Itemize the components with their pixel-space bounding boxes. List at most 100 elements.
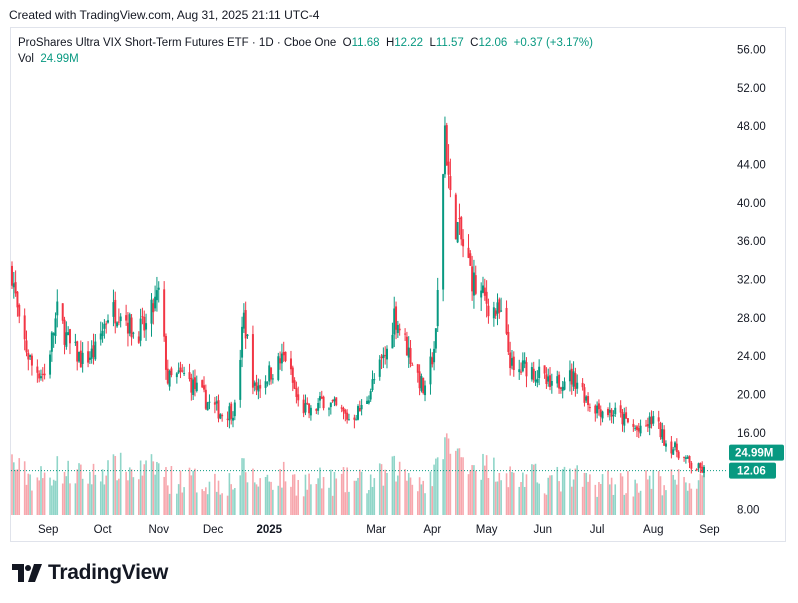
candle-body xyxy=(353,417,356,420)
candle-body xyxy=(550,381,553,386)
candle-body xyxy=(297,394,300,401)
volume-bar xyxy=(359,469,361,515)
symbol-description[interactable]: ProShares Ultra VIX Short-Term Futures E… xyxy=(18,37,337,49)
x-tick-label: Sep xyxy=(699,524,719,536)
candle-body xyxy=(690,462,693,469)
candle-body xyxy=(308,403,311,414)
volume-bar xyxy=(382,485,385,515)
volume-bar xyxy=(480,479,482,515)
volume-bar xyxy=(78,463,80,515)
y-tick-label: 52.00 xyxy=(737,83,766,95)
volume-bar xyxy=(297,479,300,515)
volume-bar xyxy=(192,470,194,515)
volume-bar xyxy=(547,477,550,515)
candle-body xyxy=(492,307,495,319)
volume-bar xyxy=(306,489,309,515)
candle-body xyxy=(411,364,414,366)
candle-body xyxy=(201,380,204,388)
candle-body xyxy=(52,333,55,336)
candle-body xyxy=(78,351,81,362)
volume-bar xyxy=(545,494,548,515)
candle-body xyxy=(246,334,249,337)
candle-body xyxy=(610,409,613,417)
candle-body xyxy=(373,379,376,381)
candle-body xyxy=(170,368,173,376)
candle-body xyxy=(367,400,370,404)
volume-bar xyxy=(302,496,305,515)
volume-bar xyxy=(511,471,513,515)
volume-bar xyxy=(496,481,499,515)
candle-body xyxy=(164,336,167,370)
candle-body xyxy=(549,375,552,387)
candle-body xyxy=(315,408,318,411)
volume-bar xyxy=(407,473,410,515)
candle-body xyxy=(632,423,635,427)
volume-bar xyxy=(105,475,107,515)
candle-body xyxy=(259,384,262,389)
candle-body xyxy=(56,301,59,316)
time-axis[interactable]: Sep Oct Nov Dec 2025 Mar Apr May Jun Jul Aug Sep xyxy=(38,524,720,536)
volume-bar xyxy=(219,494,222,515)
chart-legend: ProShares Ultra VIX Short-Term Futures E… xyxy=(18,35,593,67)
candle-body xyxy=(183,372,186,374)
volume-bar xyxy=(290,486,292,515)
volume-bar xyxy=(190,475,193,515)
volume-bar xyxy=(333,471,336,515)
y-tick-label: 36.00 xyxy=(737,236,766,248)
volume-bar xyxy=(518,486,521,515)
volume-bar xyxy=(16,469,19,515)
candle-body xyxy=(280,353,283,364)
volume-bar xyxy=(36,477,39,515)
volume-bar xyxy=(494,481,497,515)
volume-bar xyxy=(252,468,254,515)
volume-bar xyxy=(130,469,133,515)
candle-body xyxy=(635,426,638,430)
candle-body xyxy=(25,340,28,353)
volume-bar xyxy=(418,477,421,515)
volume-bar xyxy=(203,491,205,515)
volume-bar xyxy=(239,475,242,515)
candle-body xyxy=(289,358,292,370)
volume-bar xyxy=(355,480,357,515)
volume-bar xyxy=(420,484,423,515)
volume-bar xyxy=(672,474,675,515)
y-tick-label: 20.00 xyxy=(737,390,766,402)
volume-bar xyxy=(395,481,397,515)
candle-body xyxy=(143,316,146,331)
candle-body xyxy=(251,334,254,388)
volume-bar xyxy=(157,463,160,515)
volume-bar xyxy=(585,472,588,515)
candle-body xyxy=(14,282,17,294)
volume-bar xyxy=(509,466,511,515)
candle-body xyxy=(487,305,490,317)
volume-bar xyxy=(601,474,604,515)
volume-bar xyxy=(243,458,245,515)
candle-body xyxy=(63,319,66,345)
volume-bar xyxy=(442,459,444,515)
volume-bar xyxy=(310,484,312,515)
volume-bar xyxy=(657,471,660,515)
volume-bar xyxy=(431,486,434,515)
x-tick-label: Aug xyxy=(643,524,663,536)
candle-body xyxy=(255,382,258,390)
candle-body xyxy=(358,408,361,412)
candle-body xyxy=(49,354,52,375)
price-axis[interactable]: 8.00 16.00 20.00 24.00 28.00 32.00 36.00 40.00 4… xyxy=(737,45,766,517)
candle-body xyxy=(221,415,224,417)
x-tick-label: Dec xyxy=(203,524,224,536)
candle-body xyxy=(659,422,662,438)
volume-bar xyxy=(132,477,135,515)
candle-body xyxy=(150,299,153,324)
candle-body xyxy=(195,382,198,391)
candle-body xyxy=(116,322,119,327)
candle-body xyxy=(429,356,432,385)
tradingview-logo[interactable]: TradingView xyxy=(12,561,168,585)
candle-body xyxy=(570,368,573,385)
candle-body xyxy=(126,322,129,334)
created-note: Created with TradingView.com, Aug 31, 20… xyxy=(9,8,320,22)
volume-bar xyxy=(378,463,381,515)
volume-bar xyxy=(484,465,486,515)
candle-body xyxy=(217,400,220,419)
candle-body xyxy=(695,469,698,471)
